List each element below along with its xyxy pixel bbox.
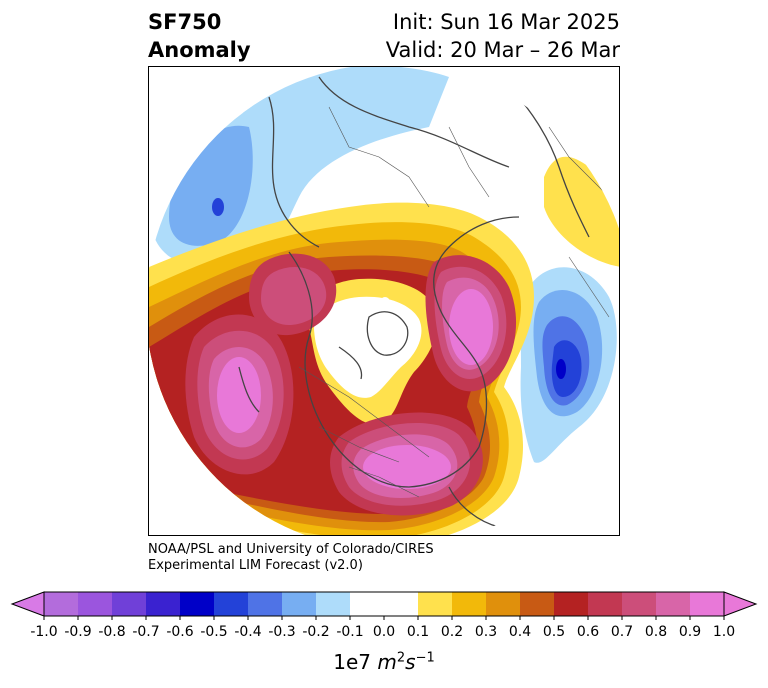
colorbar-tick-label: 0.5 (543, 624, 565, 640)
pole-marker (380, 297, 390, 307)
colorbar-segment (384, 592, 419, 616)
colorbar-tick-label: -0.1 (336, 624, 363, 640)
colorbar-segment (248, 592, 283, 616)
colorbar-segment (350, 592, 385, 616)
colorbar-tick-label: 0.9 (679, 624, 701, 640)
colorbar-segment (112, 592, 147, 616)
colorbar-tick-label: 0.6 (577, 624, 599, 640)
colorbar-segment (316, 592, 351, 616)
colorbar-tick-label: 1.0 (713, 624, 735, 640)
colorbar-tick-label: 0.8 (645, 624, 667, 640)
unit-s-exp: −1 (415, 650, 435, 666)
colorbar-tick-label: -1.0 (30, 624, 57, 640)
borders (298, 106, 610, 498)
variable-title: SF750 (148, 10, 222, 34)
title-left: SF750 Anomaly (148, 8, 251, 64)
colorbar-segment (44, 592, 79, 616)
colorbar-tick-label: -0.3 (268, 624, 295, 640)
colorbar-svg: -1.0 -0.9 -0.8 -0.7 -0.6 -0.5 -0.4 -0.3 -0.2 -0.1… (10, 591, 758, 640)
colorbar-tick-label: -0.5 (200, 624, 227, 640)
colorbar-tick-label: 0.7 (611, 624, 633, 640)
credit-line-1: NOAA/PSL and University of Colorado/CIRE… (148, 542, 434, 557)
colorbar-segment (622, 592, 657, 616)
colorbar-segment (588, 592, 623, 616)
colorbar-tick-label: -0.9 (64, 624, 91, 640)
colorbar-extend-high (723, 591, 758, 617)
title-right: Init: Sun 16 Mar 2025 Valid: 20 Mar – 26… (386, 8, 620, 64)
colorbar-tick-label: 0.1 (407, 624, 429, 640)
colorbar-segment (78, 592, 113, 616)
positive-anomaly-east (544, 156, 619, 267)
colorbar-tick-label: -0.8 (98, 624, 125, 640)
colorbar-tick-label: 0.3 (475, 624, 497, 640)
positive-maximum-south (330, 412, 483, 516)
colorbar-segment (418, 592, 453, 616)
colorbar-unit-label: 1e7 m2s−1 (0, 650, 768, 674)
credit-line-2: Experimental LIM Forecast (v2.0) (148, 558, 363, 573)
negative-anomaly-east (520, 267, 617, 463)
unit-m: m (377, 650, 397, 674)
coastlines (238, 76, 590, 528)
anomaly-map (149, 67, 619, 535)
positive-maximum-west (185, 314, 294, 475)
positive-maximum-northwest (249, 253, 337, 336)
credit: NOAA/PSL and University of Colorado/CIRE… (148, 542, 434, 574)
colorbar-segment (214, 592, 249, 616)
anomaly-title: Anomaly (148, 38, 251, 62)
colorbar-tick-label: -0.4 (234, 624, 261, 640)
colorbar: -1.0 -0.9 -0.8 -0.7 -0.6 -0.5 -0.4 -0.3 -0.2 -0.1… (10, 588, 758, 648)
colorbar-segment (180, 592, 215, 616)
colorbar-segment (146, 592, 181, 616)
map-disk (149, 67, 619, 535)
unit-prefix: 1e7 (333, 650, 378, 674)
colorbar-tick-label: 0.0 (373, 624, 395, 640)
unit-m-exp: 2 (396, 650, 406, 666)
valid-range: Valid: 20 Mar – 26 Mar (385, 38, 620, 62)
colorbar-tick-label: -0.7 (132, 624, 159, 640)
colorbar-tick-label: -0.6 (166, 624, 193, 640)
colorbar-segment (486, 592, 521, 616)
map-panel (148, 66, 620, 536)
positive-maximum-north (425, 255, 517, 392)
colorbar-extend-low (10, 591, 45, 617)
init-date: Init: Sun 16 Mar 2025 (392, 10, 620, 34)
colorbar-segment (452, 592, 487, 616)
colorbar-segment (520, 592, 555, 616)
unit-s: s (405, 650, 416, 674)
colorbar-tick-label: 0.4 (509, 624, 531, 640)
colorbar-segment (282, 592, 317, 616)
colorbar-segment (554, 592, 589, 616)
colorbar-segment (656, 592, 691, 616)
colorbar-tick-label: -0.2 (302, 624, 329, 640)
colorbar-segment (690, 592, 725, 616)
neutral-core-pole (314, 296, 422, 398)
colorbar-tick-label: 0.2 (441, 624, 463, 640)
